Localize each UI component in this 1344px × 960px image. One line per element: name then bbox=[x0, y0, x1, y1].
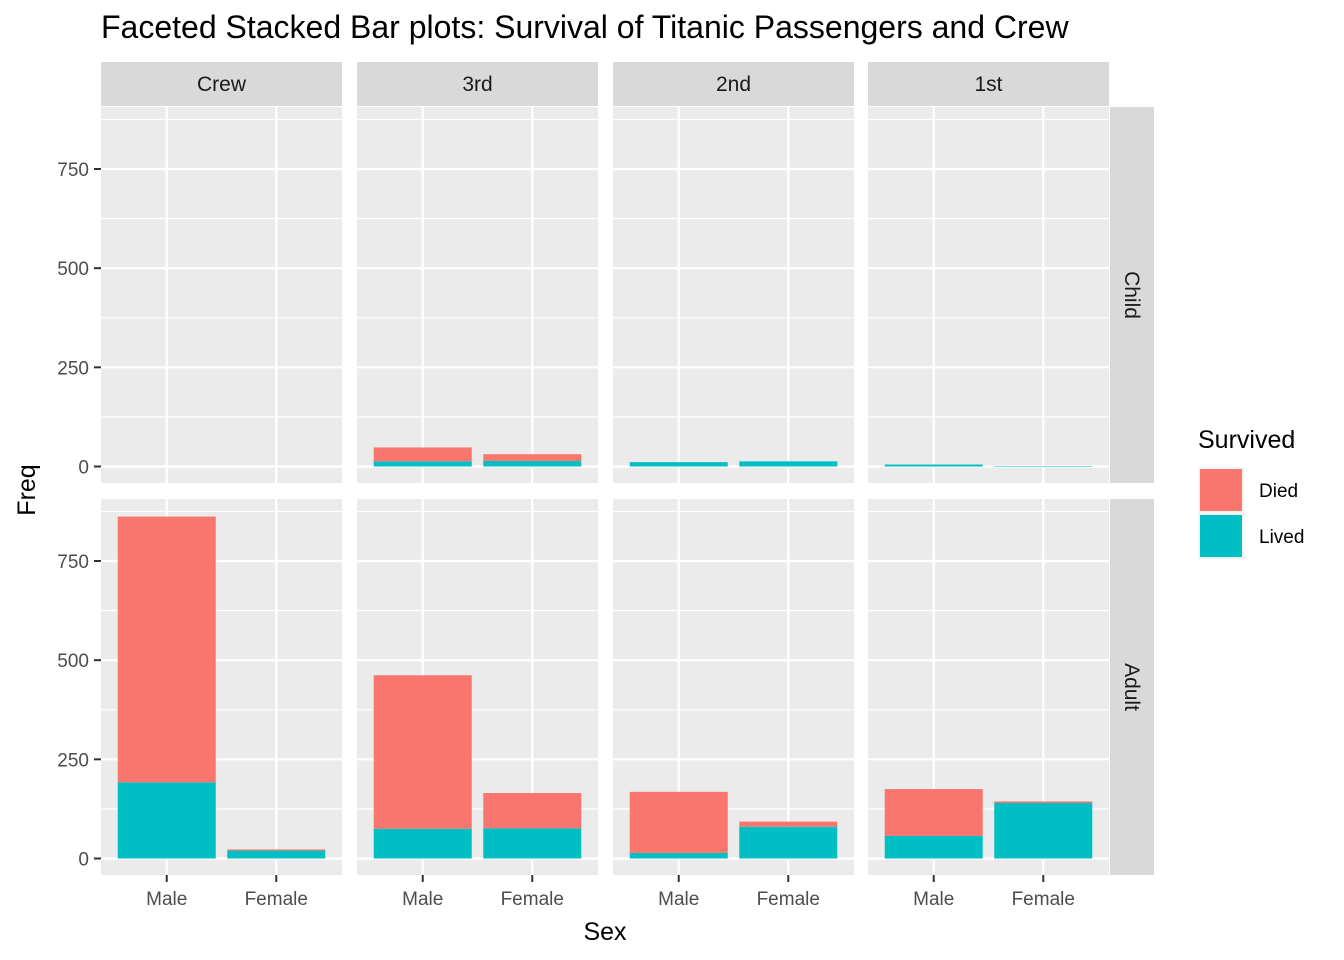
row-strip-adult: Adult bbox=[1110, 499, 1154, 875]
bar-adult-2nd-male-died bbox=[629, 791, 728, 853]
bar-adult-2nd-male-lived bbox=[629, 852, 728, 859]
legend-label: Died bbox=[1259, 481, 1298, 502]
bar-adult-3rd-female-lived bbox=[483, 828, 582, 859]
x-tick-label: Female bbox=[245, 889, 308, 910]
bar-adult-crew-male-lived bbox=[117, 782, 216, 859]
y-tick-label: 0 bbox=[78, 458, 89, 479]
legend-label: Lived bbox=[1259, 527, 1304, 548]
panel-adult-crew bbox=[101, 499, 342, 875]
column-strip-label: Crew bbox=[197, 73, 247, 96]
x-tick-label: Male bbox=[658, 889, 699, 910]
bar-adult-1st-male-lived bbox=[884, 835, 983, 859]
bar-adult-1st-female-lived bbox=[994, 802, 1093, 859]
chart-title: Faceted Stacked Bar plots: Survival of T… bbox=[101, 9, 1069, 45]
bar-child-2nd-male-lived bbox=[629, 462, 728, 467]
column-strip-1st: 1st bbox=[868, 62, 1109, 106]
panel-child-3rd bbox=[357, 107, 598, 483]
y-tick-label: 0 bbox=[78, 850, 89, 871]
bar-child-1st-male-lived bbox=[884, 464, 983, 467]
row-strip-child: Child bbox=[1110, 107, 1154, 483]
row-strips: Child Adult bbox=[1110, 107, 1154, 875]
panel-child-2nd bbox=[613, 107, 854, 483]
y-axis-title: Freq bbox=[13, 464, 41, 515]
column-strip-background bbox=[357, 62, 598, 106]
row-strip-label: Child bbox=[1120, 271, 1143, 319]
bar-child-2nd-female-lived bbox=[739, 461, 838, 467]
bar-adult-3rd-male-lived bbox=[373, 828, 472, 859]
x-tick-label: Male bbox=[402, 889, 443, 910]
column-strip-label: 1st bbox=[974, 73, 1002, 96]
column-strips: Crew 3rd 2nd 1st bbox=[101, 62, 1109, 106]
legend-swatch bbox=[1200, 469, 1242, 511]
column-strip-crew: Crew bbox=[101, 62, 342, 106]
panel-child-1st bbox=[868, 107, 1109, 483]
column-strip-background bbox=[613, 62, 854, 106]
x-tick-label: Female bbox=[1012, 889, 1075, 910]
bar-adult-1st-female-died bbox=[994, 801, 1093, 803]
row-strip-background bbox=[1110, 107, 1154, 483]
y-tick-label: 500 bbox=[57, 651, 89, 672]
bar-adult-2nd-female-died bbox=[739, 821, 838, 827]
y-tick-label: 250 bbox=[57, 358, 89, 379]
bar-adult-1st-male-died bbox=[884, 789, 983, 836]
bar-child-3rd-female-died bbox=[483, 454, 582, 461]
row-strip-label: Adult bbox=[1120, 663, 1143, 711]
facet-panels bbox=[101, 107, 1109, 875]
bar-child-3rd-male-lived bbox=[373, 461, 472, 467]
legend-swatch bbox=[1200, 515, 1242, 557]
column-strip-3rd: 3rd bbox=[357, 62, 598, 106]
row-strip-background bbox=[1110, 499, 1154, 875]
column-strip-label: 3rd bbox=[462, 73, 492, 96]
x-tick-label: Male bbox=[146, 889, 187, 910]
legend-title: Survived bbox=[1198, 426, 1295, 454]
legend-item-lived: Lived bbox=[1198, 513, 1304, 559]
column-strip-2nd: 2nd bbox=[613, 62, 854, 106]
panel-adult-2nd bbox=[613, 499, 854, 875]
panel-background bbox=[613, 107, 854, 483]
panel-child-crew bbox=[101, 107, 342, 483]
x-tick-label: Female bbox=[757, 889, 820, 910]
x-tick-label: Female bbox=[501, 889, 564, 910]
bar-adult-crew-male-died bbox=[117, 516, 216, 783]
bar-adult-2nd-female-lived bbox=[739, 826, 838, 859]
panel-adult-3rd bbox=[357, 499, 598, 875]
y-tick-label: 500 bbox=[57, 259, 89, 280]
bar-adult-crew-female-died bbox=[227, 849, 326, 851]
panel-adult-1st bbox=[868, 499, 1109, 875]
panel-background bbox=[868, 107, 1109, 483]
y-tick-label: 250 bbox=[57, 750, 89, 771]
column-strip-label: 2nd bbox=[716, 73, 751, 96]
y-axes: 0 250 500 750 0 250 500 750 bbox=[57, 160, 101, 871]
column-strip-background bbox=[101, 62, 342, 106]
legend-item-died: Died bbox=[1198, 467, 1298, 513]
panel-background bbox=[357, 107, 598, 483]
column-strip-background bbox=[868, 62, 1109, 106]
bar-child-3rd-female-lived bbox=[483, 460, 582, 467]
panel-background bbox=[101, 107, 342, 483]
x-axis: Male Female Male Female Male Female Male Female bbox=[146, 875, 1075, 910]
y-tick-label: 750 bbox=[57, 552, 89, 573]
y-tick-label: 750 bbox=[57, 160, 89, 181]
legend: Survived Died Lived bbox=[1198, 426, 1304, 559]
y-axis-child: 0 250 500 750 bbox=[57, 160, 101, 479]
x-axis-title: Sex bbox=[583, 918, 627, 946]
x-tick-label: Male bbox=[913, 889, 954, 910]
y-axis-adult: 0 250 500 750 bbox=[57, 552, 101, 871]
bar-child-1st-female-lived bbox=[994, 466, 1093, 467]
bar-child-3rd-male-died bbox=[373, 447, 472, 462]
bar-adult-3rd-female-died bbox=[483, 793, 582, 829]
bar-adult-crew-female-lived bbox=[227, 850, 326, 859]
bar-adult-3rd-male-died bbox=[373, 675, 472, 829]
